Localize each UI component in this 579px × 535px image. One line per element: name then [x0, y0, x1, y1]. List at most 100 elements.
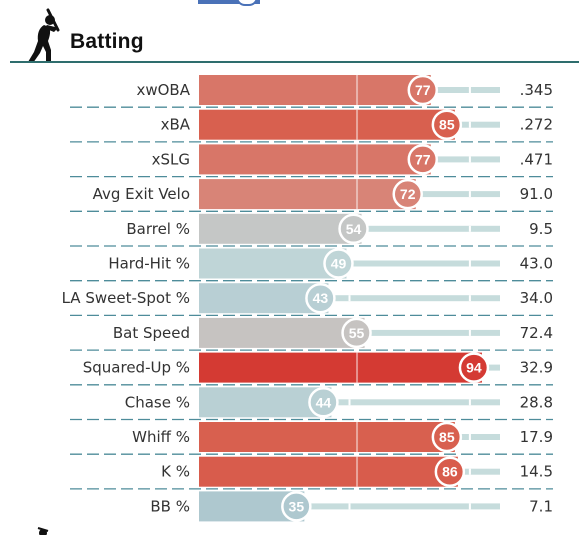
- percentile-bar: [199, 352, 482, 383]
- percentile-value: 35: [289, 498, 305, 514]
- track-tick: [348, 503, 351, 510]
- percentile-bar: [199, 317, 365, 348]
- track-tick: [468, 295, 471, 302]
- percentile-bubble: [392, 178, 423, 210]
- percentile-bubble: [281, 491, 312, 522]
- track-tick: [468, 121, 471, 128]
- median-line: [356, 75, 359, 105]
- median-line: [356, 109, 359, 140]
- metric-value: .272: [520, 116, 553, 134]
- metric-value: 72.4: [520, 324, 553, 342]
- percentile-bar: [199, 75, 431, 105]
- metric-label: Squared-Up %: [83, 359, 190, 377]
- percentile-bar: [199, 109, 455, 140]
- metric-row: Whiff % 85 17.9: [70, 421, 553, 455]
- metric-label: Whiff %: [132, 428, 190, 446]
- section-title: Batting: [70, 30, 144, 53]
- metric-row: BB % 35 7.1: [150, 491, 553, 522]
- percentile-bubble: [407, 144, 439, 175]
- percentile-value: 94: [466, 360, 482, 376]
- metric-value: 43.0: [520, 255, 553, 273]
- percentile-value: 44: [316, 394, 332, 410]
- percentile-value: 85: [439, 429, 455, 445]
- track-tick: [348, 295, 351, 302]
- metric-row: xBA 85 .272: [70, 109, 553, 143]
- metric-row: Squared-Up % 94 32.9: [70, 352, 553, 386]
- percentile-bubble: [323, 248, 354, 279]
- metric-row: Bat Speed 55 72.4: [70, 317, 553, 351]
- percentile-bubble: [341, 317, 372, 349]
- percentile-value: 49: [331, 256, 347, 272]
- percentile-bar: [199, 213, 362, 244]
- metric-value: 28.8: [520, 393, 553, 411]
- metric-row: xSLG 77 .471: [70, 144, 553, 178]
- metric-label: BB %: [150, 497, 190, 515]
- percentile-bar: [199, 248, 347, 279]
- track-tick: [468, 87, 471, 93]
- percentile-bubble: [338, 213, 369, 245]
- track-tick: [468, 503, 471, 510]
- metric-value: 34.0: [520, 289, 553, 307]
- metric-label: Hard-Hit %: [108, 255, 190, 273]
- next-section-icon: [37, 527, 49, 535]
- metric-label: Bat Speed: [113, 324, 190, 342]
- percentile-bubble: [407, 74, 439, 106]
- median-line: [356, 352, 359, 383]
- section-header: Batting: [10, 6, 579, 64]
- percentile-value: 86: [442, 464, 458, 480]
- metric-value: 9.5: [529, 220, 553, 238]
- percentile-value: 72: [400, 186, 416, 202]
- percentile-bubble: [431, 421, 463, 453]
- percentile-bubble: [308, 387, 339, 418]
- batter-icon: [28, 8, 60, 63]
- track-tick: [468, 329, 471, 336]
- percentile-bar: [199, 144, 431, 175]
- percentile-value: 85: [439, 117, 455, 133]
- metric-row: Hard-Hit % 49 43.0: [70, 248, 553, 282]
- track-tick: [468, 191, 471, 198]
- track-tick: [348, 399, 351, 406]
- median-line: [356, 422, 359, 452]
- metric-label: Barrel %: [126, 220, 190, 238]
- metric-label: LA Sweet-Spot %: [62, 289, 190, 307]
- metric-value: .345: [520, 81, 553, 99]
- percentile-bubble: [431, 109, 463, 140]
- metric-row: Chase % 44 28.8: [70, 387, 553, 421]
- metric-row: Avg Exit Velo 72 91.0: [70, 178, 553, 212]
- percentile-bubble: [305, 282, 336, 314]
- percentile-bar: [199, 422, 455, 452]
- metric-row: K % 86 14.5: [70, 456, 553, 490]
- median-line: [356, 456, 359, 487]
- track-tick: [468, 434, 471, 440]
- metric-value: .471: [520, 150, 553, 168]
- metric-label: xwOBA: [136, 81, 190, 99]
- percentile-bubble: [458, 352, 490, 383]
- metric-label: xSLG: [152, 150, 190, 168]
- metric-label: xBA: [161, 116, 191, 134]
- track-tick: [468, 399, 471, 406]
- track-tick: [468, 468, 471, 475]
- percentile-bar: [199, 456, 458, 487]
- header-rule: [10, 61, 579, 63]
- percentile-value: 54: [346, 221, 362, 237]
- metric-value: 7.1: [529, 497, 553, 515]
- metric-value: 14.5: [520, 463, 553, 481]
- track-tick: [468, 156, 471, 163]
- percentile-value: 55: [349, 325, 365, 341]
- metric-value: 91.0: [520, 185, 553, 203]
- percentile-value: 77: [415, 151, 431, 167]
- previous-section-tab: [198, 0, 260, 4]
- metric-value: 17.9: [520, 428, 553, 446]
- metric-label: Avg Exit Velo: [93, 185, 190, 203]
- metric-row: LA Sweet-Spot % 43 34.0: [62, 282, 553, 317]
- median-line: [356, 179, 359, 210]
- percentile-bubble: [434, 456, 466, 487]
- metric-label: Chase %: [125, 393, 190, 411]
- track-tick: [468, 260, 471, 267]
- metric-row: Barrel % 54 9.5: [70, 213, 553, 247]
- percentile-bar: [199, 179, 416, 210]
- track-tick: [468, 225, 471, 232]
- median-line: [356, 144, 359, 175]
- percentile-value: 43: [313, 290, 329, 306]
